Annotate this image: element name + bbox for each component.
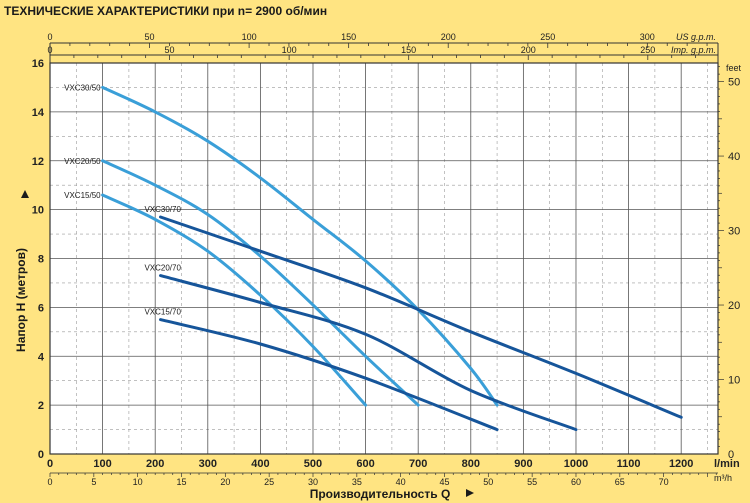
x-axis-label: Производительность Q (310, 487, 451, 501)
chart-title: ТЕХНИЧЕСКИЕ ХАРАКТЕРИСТИКИ при n= 2900 о… (4, 4, 327, 18)
x-tick-label: 700 (409, 458, 427, 470)
imp-gpm-tick-label: 150 (401, 45, 416, 55)
feet-tick-label: 40 (728, 151, 740, 163)
m3h-tick-label: 45 (439, 477, 449, 487)
y-tick-label: 8 (38, 254, 44, 266)
m3h-tick-label: 25 (264, 477, 274, 487)
m3h-tick-label: 20 (220, 477, 230, 487)
series-label-vxc30-70: VXC30/70 (144, 205, 181, 214)
us-gpm-tick-label: 150 (341, 32, 356, 42)
feet-tick-label: 10 (728, 375, 740, 387)
m3h-tick-label: 70 (659, 477, 669, 487)
series-label-vxc20-50: VXC20/50 (64, 157, 101, 166)
feet-tick-label: 20 (728, 300, 740, 312)
curves: VXC30/50 VXC20/50 VXC15/50 VXC30/70 VXC20/70… (64, 83, 683, 432)
feet-tick-label: 30 (728, 226, 740, 238)
us-gpm-tick-label: 250 (540, 32, 555, 42)
m3h-tick-label: 35 (352, 477, 362, 487)
series-label-vxc15-50: VXC15/50 (64, 191, 101, 200)
x-tick-label: 100 (93, 458, 111, 470)
us-gpm-unit: US g.p.m. (676, 32, 716, 42)
y-tick-label: 0 (38, 449, 44, 461)
us-gpm-tick-label: 300 (640, 32, 655, 42)
m3h-tick-label: 55 (527, 477, 537, 487)
x-tick-label: 600 (356, 458, 374, 470)
us-gpm-tick-label: 50 (145, 32, 155, 42)
imp-gpm-unit: Imp. g.p.m. (671, 45, 716, 55)
x-tick-label: 1200 (669, 458, 693, 470)
series-line-vxc30-70 (159, 215, 683, 419)
m3h-tick-label: 60 (571, 477, 581, 487)
feet-unit: feet (726, 63, 742, 73)
series-label-vxc30-50: VXC30/50 (64, 83, 101, 92)
x-tick-label: 800 (462, 458, 480, 470)
feet-tick-label: 0 (728, 449, 734, 461)
x-tick-label: 400 (251, 458, 269, 470)
x-tick-label: 900 (514, 458, 532, 470)
x-tick-label: 1000 (564, 458, 588, 470)
feet-tick-label: 50 (728, 77, 740, 89)
y-tick-label: 12 (32, 156, 44, 168)
x-tick-label: 0 (47, 458, 53, 470)
m3h-tick-label: 40 (396, 477, 406, 487)
m3h-tick-label: 50 (483, 477, 493, 487)
imp-gpm-tick-label: 100 (282, 45, 297, 55)
y-tick-label: 6 (38, 302, 44, 314)
series-line-vxc15-70 (159, 318, 499, 432)
m3h-tick-label: 10 (133, 477, 143, 487)
m3h-tick-label: 15 (176, 477, 186, 487)
x-tick-label: 300 (199, 458, 217, 470)
y-tick-label: 10 (32, 205, 44, 217)
us-gpm-tick-label: 100 (242, 32, 257, 42)
us-gpm-tick-label: 0 (47, 32, 52, 42)
m3h-tick-label: 65 (615, 477, 625, 487)
m3h-unit: m³/h (714, 473, 732, 483)
series-line-vxc30-50 (101, 85, 499, 407)
y-tick-label: 2 (38, 400, 44, 412)
y-axis-label: Напор H (метров) (14, 248, 28, 352)
axes: 0 50 100 150 200 250 300 US g.p.m.0 50 100 150 200 2… (21, 32, 742, 497)
series-label-vxc15-70: VXC15/70 (144, 308, 181, 317)
imp-gpm-tick-label: 200 (521, 45, 536, 55)
m3h-tick-label: 30 (308, 477, 318, 487)
x-tick-label: 200 (146, 458, 164, 470)
y-tick-label: 4 (38, 351, 45, 363)
y-axis-arrow-icon (21, 190, 29, 198)
m3h-tick-label: 0 (47, 477, 52, 487)
x-tick-label: 1100 (617, 458, 641, 470)
us-gpm-tick-label: 200 (441, 32, 456, 42)
series-line-vxc20-50 (101, 159, 420, 407)
plot-border (49, 62, 719, 455)
series-label-vxc20-70: VXC20/70 (144, 264, 181, 273)
imp-gpm-tick-label: 50 (165, 45, 175, 55)
series-line-vxc20-70 (159, 274, 578, 432)
y-tick-label: 16 (32, 58, 44, 70)
imp-gpm-tick-label: 250 (640, 45, 655, 55)
x-tick-label: 500 (304, 458, 322, 470)
x-unit: l/min (714, 458, 740, 470)
m3h-tick-label: 5 (91, 477, 96, 487)
x-axis-arrow-icon (466, 489, 474, 497)
imp-gpm-tick-label: 0 (47, 45, 52, 55)
grid (49, 62, 719, 455)
y-tick-label: 14 (32, 107, 45, 119)
series-line-vxc15-50 (101, 193, 368, 407)
